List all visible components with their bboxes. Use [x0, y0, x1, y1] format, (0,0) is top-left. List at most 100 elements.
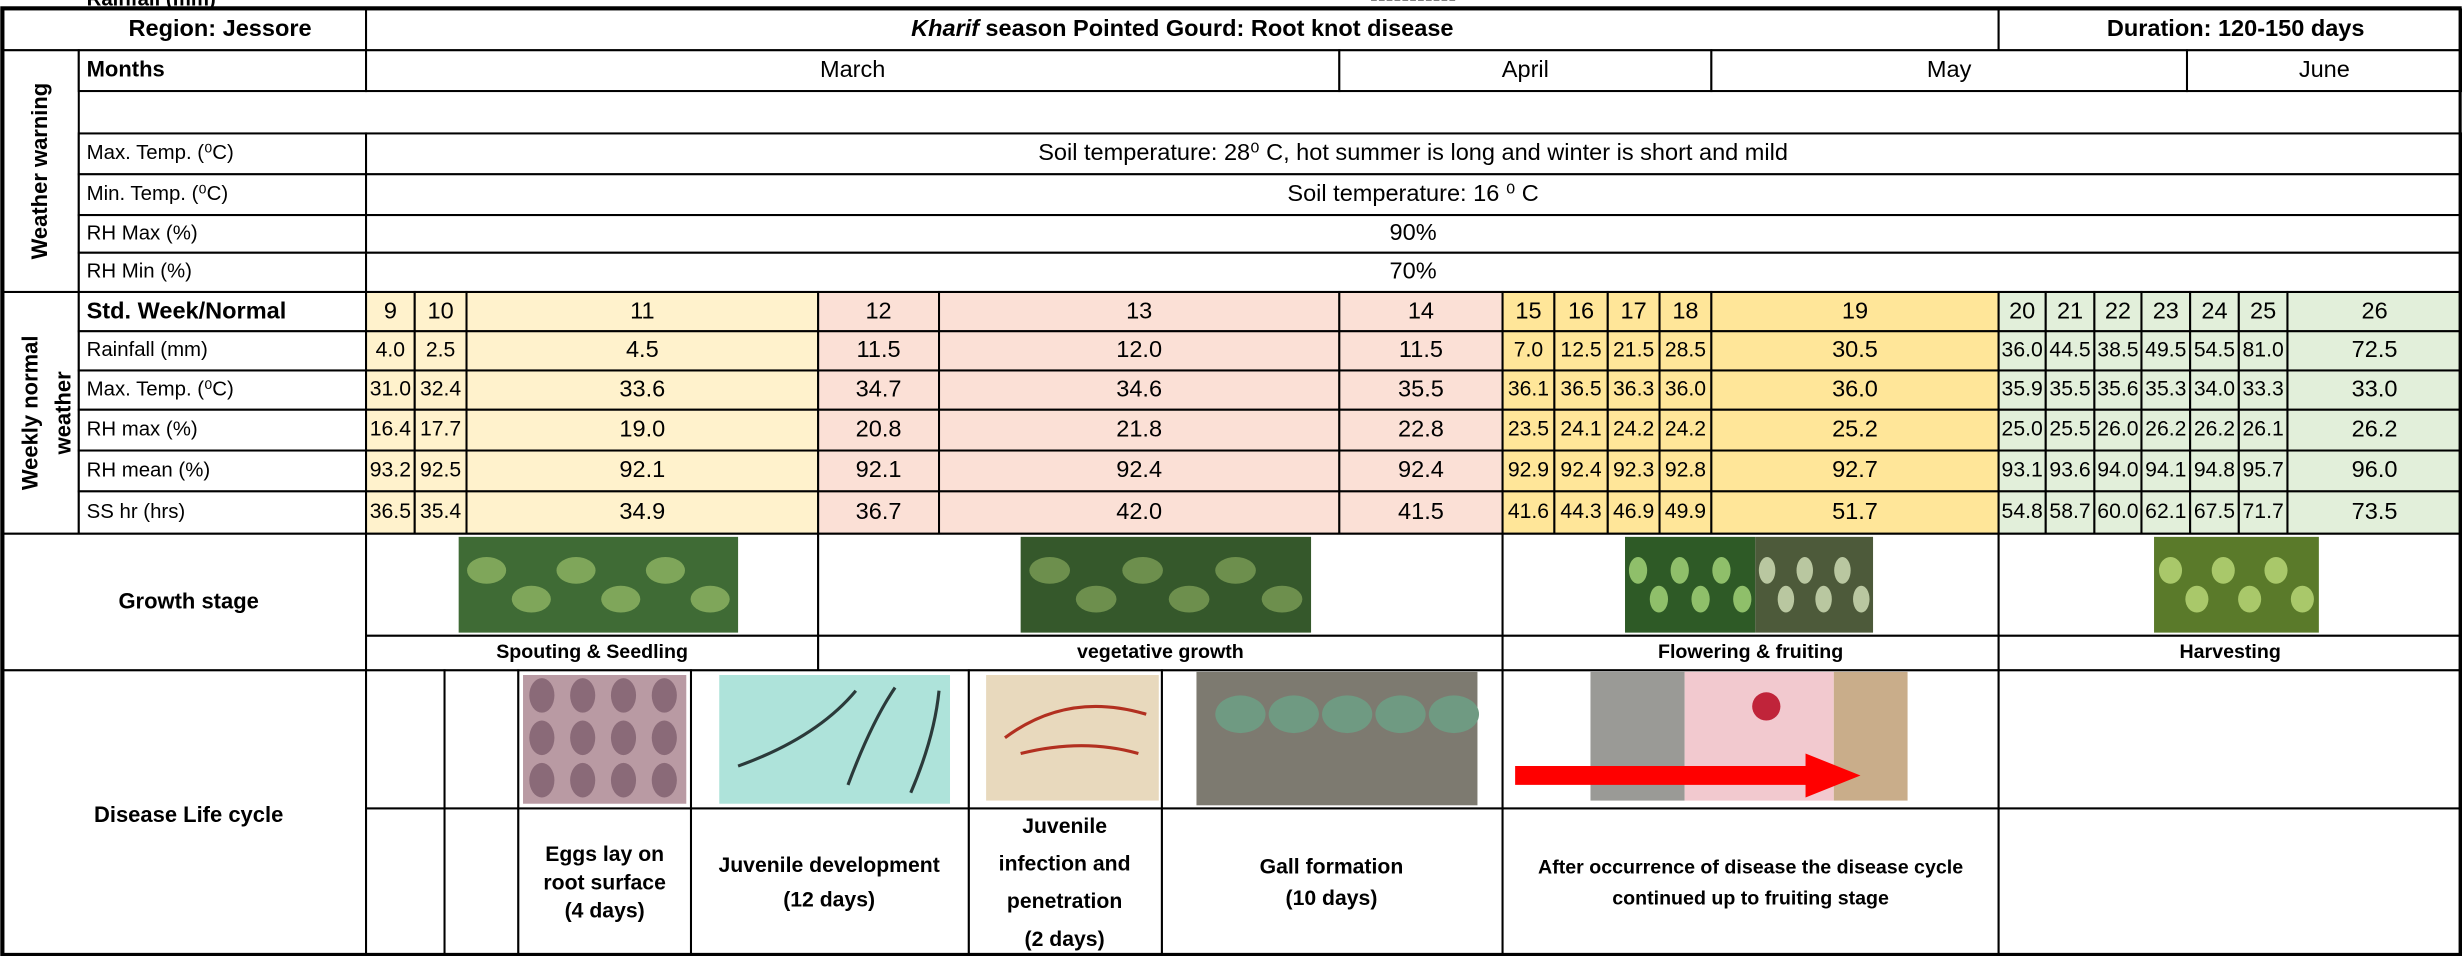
weekly-value: 34.6: [1116, 375, 1162, 401]
weekly-value: 26.2: [2194, 418, 2235, 441]
stage-text: Eggs lay on: [545, 843, 664, 866]
warning-text: Soil temperature: 16 ⁰ C: [1287, 180, 1538, 206]
weekly-value: 25.5: [2049, 418, 2090, 441]
photo-detail: [1215, 557, 1256, 584]
week-number: 21: [2057, 298, 2083, 324]
weekly-value: 28.5: [1665, 338, 1706, 361]
photo: [2154, 537, 2319, 633]
photo-detail: [1853, 586, 1869, 613]
weekly-value: 36.0: [1665, 378, 1706, 401]
photo-detail: [691, 586, 730, 613]
weekly-value: 95.7: [2243, 459, 2284, 482]
weekly-value: 72.5: [2352, 336, 2398, 362]
photo-detail: [512, 586, 551, 613]
photo: [986, 675, 1159, 801]
weekly-value: 92.1: [619, 456, 665, 482]
weekly-value: 92.5: [420, 459, 461, 482]
weekly-value: 11.5: [857, 336, 901, 362]
week-number: 24: [2201, 298, 2227, 324]
stage-text: (10 days): [1286, 887, 1378, 910]
warning-text: Soil temperature: 28⁰ C, hot summer is l…: [1038, 139, 1788, 165]
warning-text: 70%: [1390, 258, 1437, 284]
weekly-value: 36.0: [1832, 375, 1878, 401]
photo-detail: [467, 557, 506, 584]
row-label: Min. Temp. (⁰C): [87, 183, 229, 205]
weekly-value: 2.5: [426, 338, 455, 361]
photo-detail: [1759, 557, 1775, 584]
photo-detail: [2212, 557, 2235, 584]
weekly-value: 54.8: [2002, 500, 2043, 523]
weekly-value: 23.5: [1508, 418, 1549, 441]
weekly-value: 71.7: [2243, 500, 2284, 523]
photo-detail: [652, 678, 677, 713]
stage-text: (4 days): [565, 900, 645, 923]
photo-detail: [1215, 695, 1265, 733]
weekly-value: 35.5: [2049, 378, 2090, 401]
photo-detail: [2291, 586, 2314, 613]
weekly-value: 58.7: [2049, 500, 2090, 523]
table-sheet: Region: JessoreKharifseason Pointed Gour…: [0, 0, 2462, 956]
weekly-value: 33.3: [2243, 378, 2284, 401]
stage-text: (12 days): [783, 889, 875, 912]
weekly-value: 81.0: [2243, 338, 2284, 361]
row-label: RH max (%): [87, 419, 198, 441]
weekly-value: 26.1: [2243, 418, 2284, 441]
photo-detail: [1778, 586, 1794, 613]
photo-detail: [1712, 557, 1730, 584]
weekly-value: 93.2: [370, 459, 411, 482]
title-italic: Kharif: [911, 15, 981, 41]
weekly-value: 41.5: [1398, 498, 1444, 524]
cell: [1503, 808, 1999, 956]
weekly-value: 25.0: [2002, 418, 2043, 441]
section-label: Weekly normal: [17, 336, 42, 491]
cell: [366, 670, 444, 808]
weekly-value: 24.2: [1665, 418, 1706, 441]
row-label: Max. Temp. (⁰C): [87, 142, 234, 164]
stage-label: Spouting & Seedling: [496, 641, 688, 663]
photo-detail: [1733, 586, 1751, 613]
photo-detail: [611, 721, 636, 756]
weekly-value: 62.1: [2145, 500, 2186, 523]
stage-text: Gall formation: [1260, 856, 1404, 879]
weekly-value: 92.8: [1665, 459, 1706, 482]
weekly-value: 24.2: [1613, 418, 1654, 441]
photo-detail: [1797, 557, 1813, 584]
weekly-value: 31.0: [370, 378, 411, 401]
photo: [1196, 672, 1477, 805]
month: April: [1502, 56, 1549, 82]
weekly-value: 93.1: [2002, 459, 2043, 482]
weekly-value: 60.0: [2097, 500, 2138, 523]
photo-detail: [1269, 695, 1319, 733]
weekly-value: 44.3: [1560, 500, 1601, 523]
week-number: 19: [1842, 298, 1868, 324]
stage-text: infection and: [999, 853, 1131, 876]
weekly-value: 92.3: [1613, 459, 1654, 482]
photo-detail: [570, 721, 595, 756]
stage-text: After occurrence of disease the disease …: [1538, 856, 1963, 878]
weekly-value: 35.4: [420, 500, 461, 523]
month: May: [1927, 56, 1972, 82]
weekly-value: 41.6: [1508, 500, 1549, 523]
weekly-value: 21.5: [1613, 338, 1654, 361]
row-label: Months: [87, 56, 165, 81]
row-label: Rainfall (mm): [87, 339, 208, 361]
weekly-value: 92.4: [1398, 456, 1444, 482]
weekly-value: 25.2: [1832, 415, 1878, 441]
month: March: [820, 56, 885, 82]
week-number: 10: [428, 298, 454, 324]
weekly-value: 24.1: [1560, 418, 1601, 441]
week-number: 25: [2250, 298, 2276, 324]
weekly-value: 4.0: [376, 338, 405, 361]
photo: [1021, 537, 1311, 633]
page: Region: JessoreKharifseason Pointed Gour…: [0, 0, 2462, 956]
week-number: 22: [2105, 298, 2131, 324]
week-number: 26: [2361, 298, 2387, 324]
section-label: Disease Life cycle: [94, 802, 283, 827]
weekly-value: 96.0: [2352, 456, 2398, 482]
week-number: 16: [1568, 298, 1594, 324]
warning-text: -----------: [1370, 0, 1456, 11]
weekly-value: 36.7: [856, 498, 902, 524]
photo-detail: [570, 678, 595, 713]
photo-detail: [1076, 586, 1117, 613]
weekly-value: 92.4: [1116, 456, 1162, 482]
